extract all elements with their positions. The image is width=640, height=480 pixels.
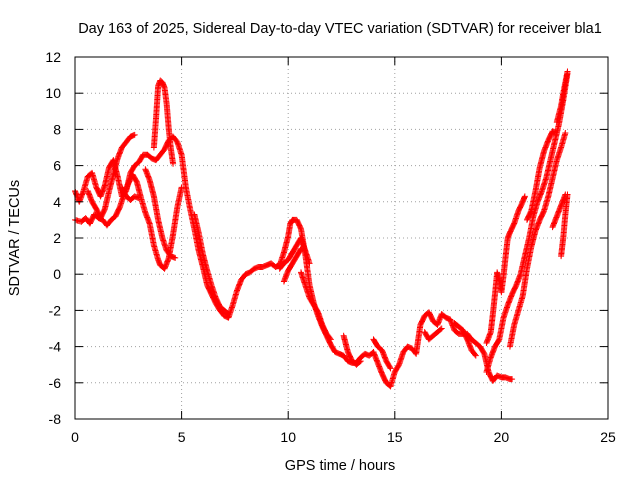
data-point: [225, 311, 232, 318]
data-point: [356, 358, 363, 365]
x-tick-label: 20: [494, 429, 510, 445]
y-tick-label: -2: [49, 302, 62, 318]
y-tick-label: -4: [49, 339, 62, 355]
data-point: [386, 364, 393, 371]
data-point: [357, 358, 364, 365]
chart-title: Day 163 of 2025, Sidereal Day-to-day VTE…: [78, 21, 602, 37]
data-point: [297, 245, 304, 252]
data-point: [521, 193, 528, 200]
y-tick-label: 0: [53, 266, 61, 282]
x-tick-label: 5: [178, 429, 186, 445]
x-tick-label: 10: [280, 429, 296, 445]
data-point: [471, 351, 478, 358]
data-point: [438, 325, 445, 332]
data-point: [297, 246, 304, 253]
data-point: [131, 131, 138, 138]
y-tick-label: -6: [49, 375, 62, 391]
data-point: [178, 184, 185, 191]
y-tick-label: 2: [53, 230, 61, 246]
x-tick-label: 0: [71, 429, 79, 445]
data-point: [387, 365, 394, 372]
data-point: [224, 310, 231, 317]
data-point: [135, 195, 142, 202]
data-point: [562, 130, 569, 137]
data-point: [172, 254, 179, 261]
y-tick-label: 6: [53, 158, 61, 174]
data-point: [326, 335, 333, 342]
x-tick-label: 15: [387, 429, 403, 445]
data-point: [564, 68, 571, 75]
axis-ticks: 0 5 10 15 20 25 -8 -6 -4 -2 0 2 4 6 8 10 12: [45, 49, 616, 445]
x-tick-label: 25: [600, 429, 616, 445]
y-axis-label: SDTVAR / TECUs: [7, 180, 23, 296]
y-tick-label: 12: [45, 49, 61, 65]
data-point: [437, 326, 444, 333]
data-point: [327, 336, 334, 343]
y-tick-label: 4: [53, 194, 61, 210]
data-point: [306, 260, 313, 267]
data-points: [72, 68, 571, 390]
y-tick-label: 8: [53, 121, 61, 137]
x-axis-label: GPS time / hours: [285, 458, 395, 474]
data-point: [553, 130, 560, 137]
data-point: [170, 160, 177, 167]
data-point: [472, 352, 479, 359]
data-point: [509, 376, 516, 383]
y-tick-label: 10: [45, 85, 61, 101]
y-tick-label: -8: [49, 411, 62, 427]
data-point: [564, 191, 571, 198]
